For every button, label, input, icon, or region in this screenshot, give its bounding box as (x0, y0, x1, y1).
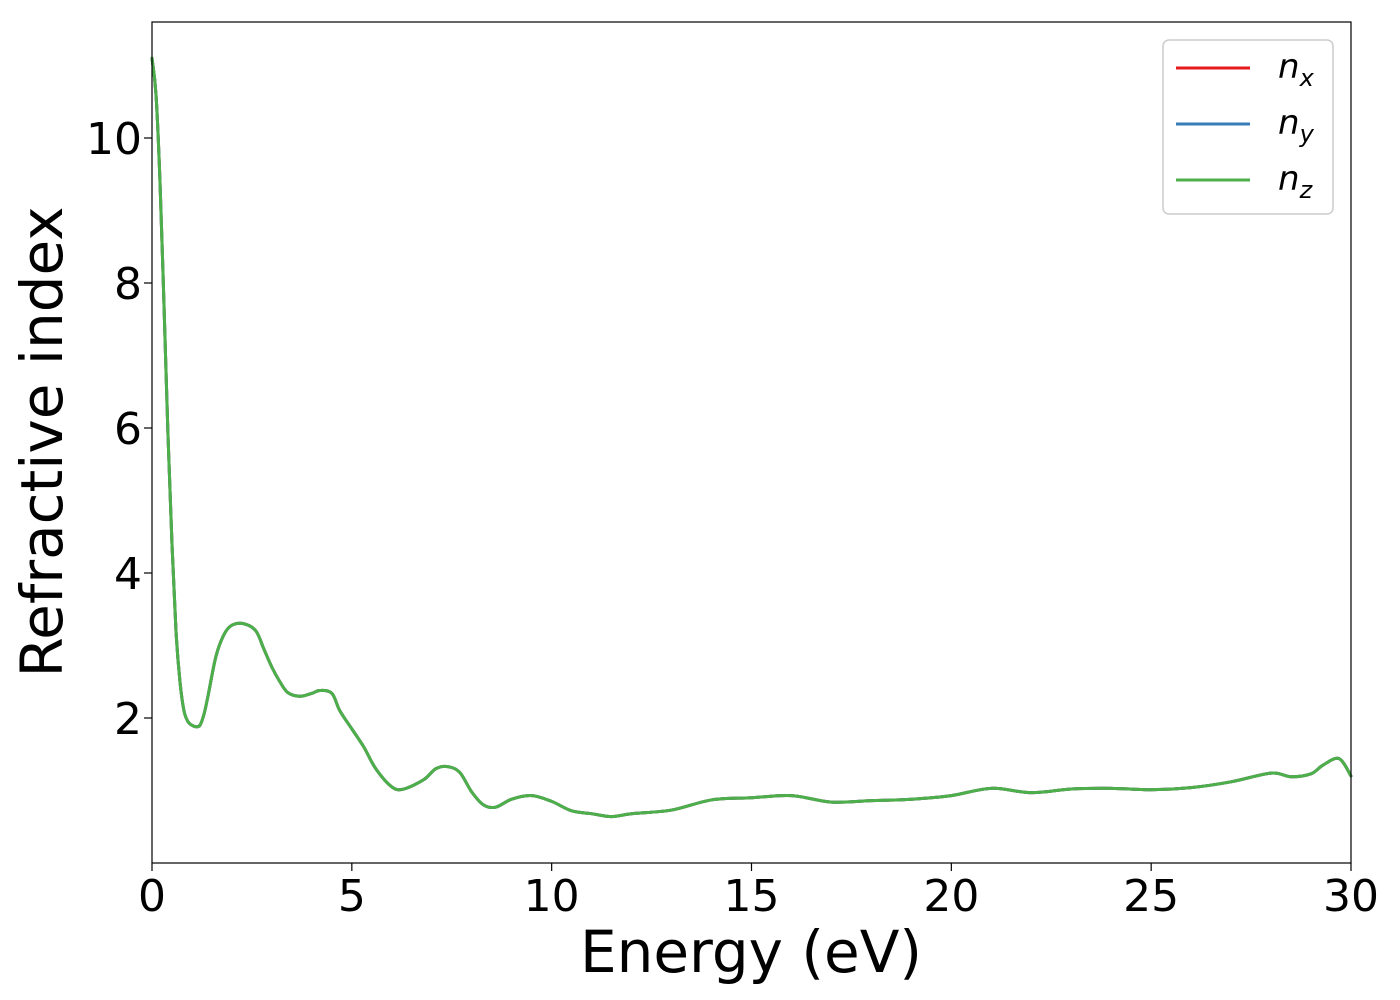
x-axis-ticks: 0 5 10 15 20 25 30 (138, 863, 1379, 922)
legend-subscript: z (1299, 176, 1314, 204)
x-tick-label: 30 (1323, 871, 1379, 922)
series-line-z (150, 56, 1353, 819)
y-tick-label: 10 (86, 114, 142, 165)
x-tick-label: 15 (724, 871, 780, 922)
legend-subscript: x (1299, 64, 1315, 92)
legend-box (1162, 39, 1334, 215)
y-axis-title: Refractive index (8, 206, 76, 677)
series-layer (150, 56, 1353, 819)
y-tick-label: 6 (114, 404, 142, 455)
y-tick-label: 8 (114, 259, 142, 310)
y-axis-ticks: 2 4 6 8 10 (86, 114, 152, 745)
plot-area (152, 22, 1351, 863)
x-tick-label: 0 (138, 871, 166, 922)
x-tick-label: 10 (524, 871, 580, 922)
x-tick-label: 25 (1123, 871, 1179, 922)
x-tick-label: 5 (338, 871, 366, 922)
legend-subscript: y (1299, 120, 1315, 148)
y-tick-label: 4 (114, 549, 142, 600)
y-tick-label: 2 (114, 694, 142, 745)
x-axis-title: Energy (eV) (580, 918, 922, 986)
x-tick-label: 20 (923, 871, 979, 922)
